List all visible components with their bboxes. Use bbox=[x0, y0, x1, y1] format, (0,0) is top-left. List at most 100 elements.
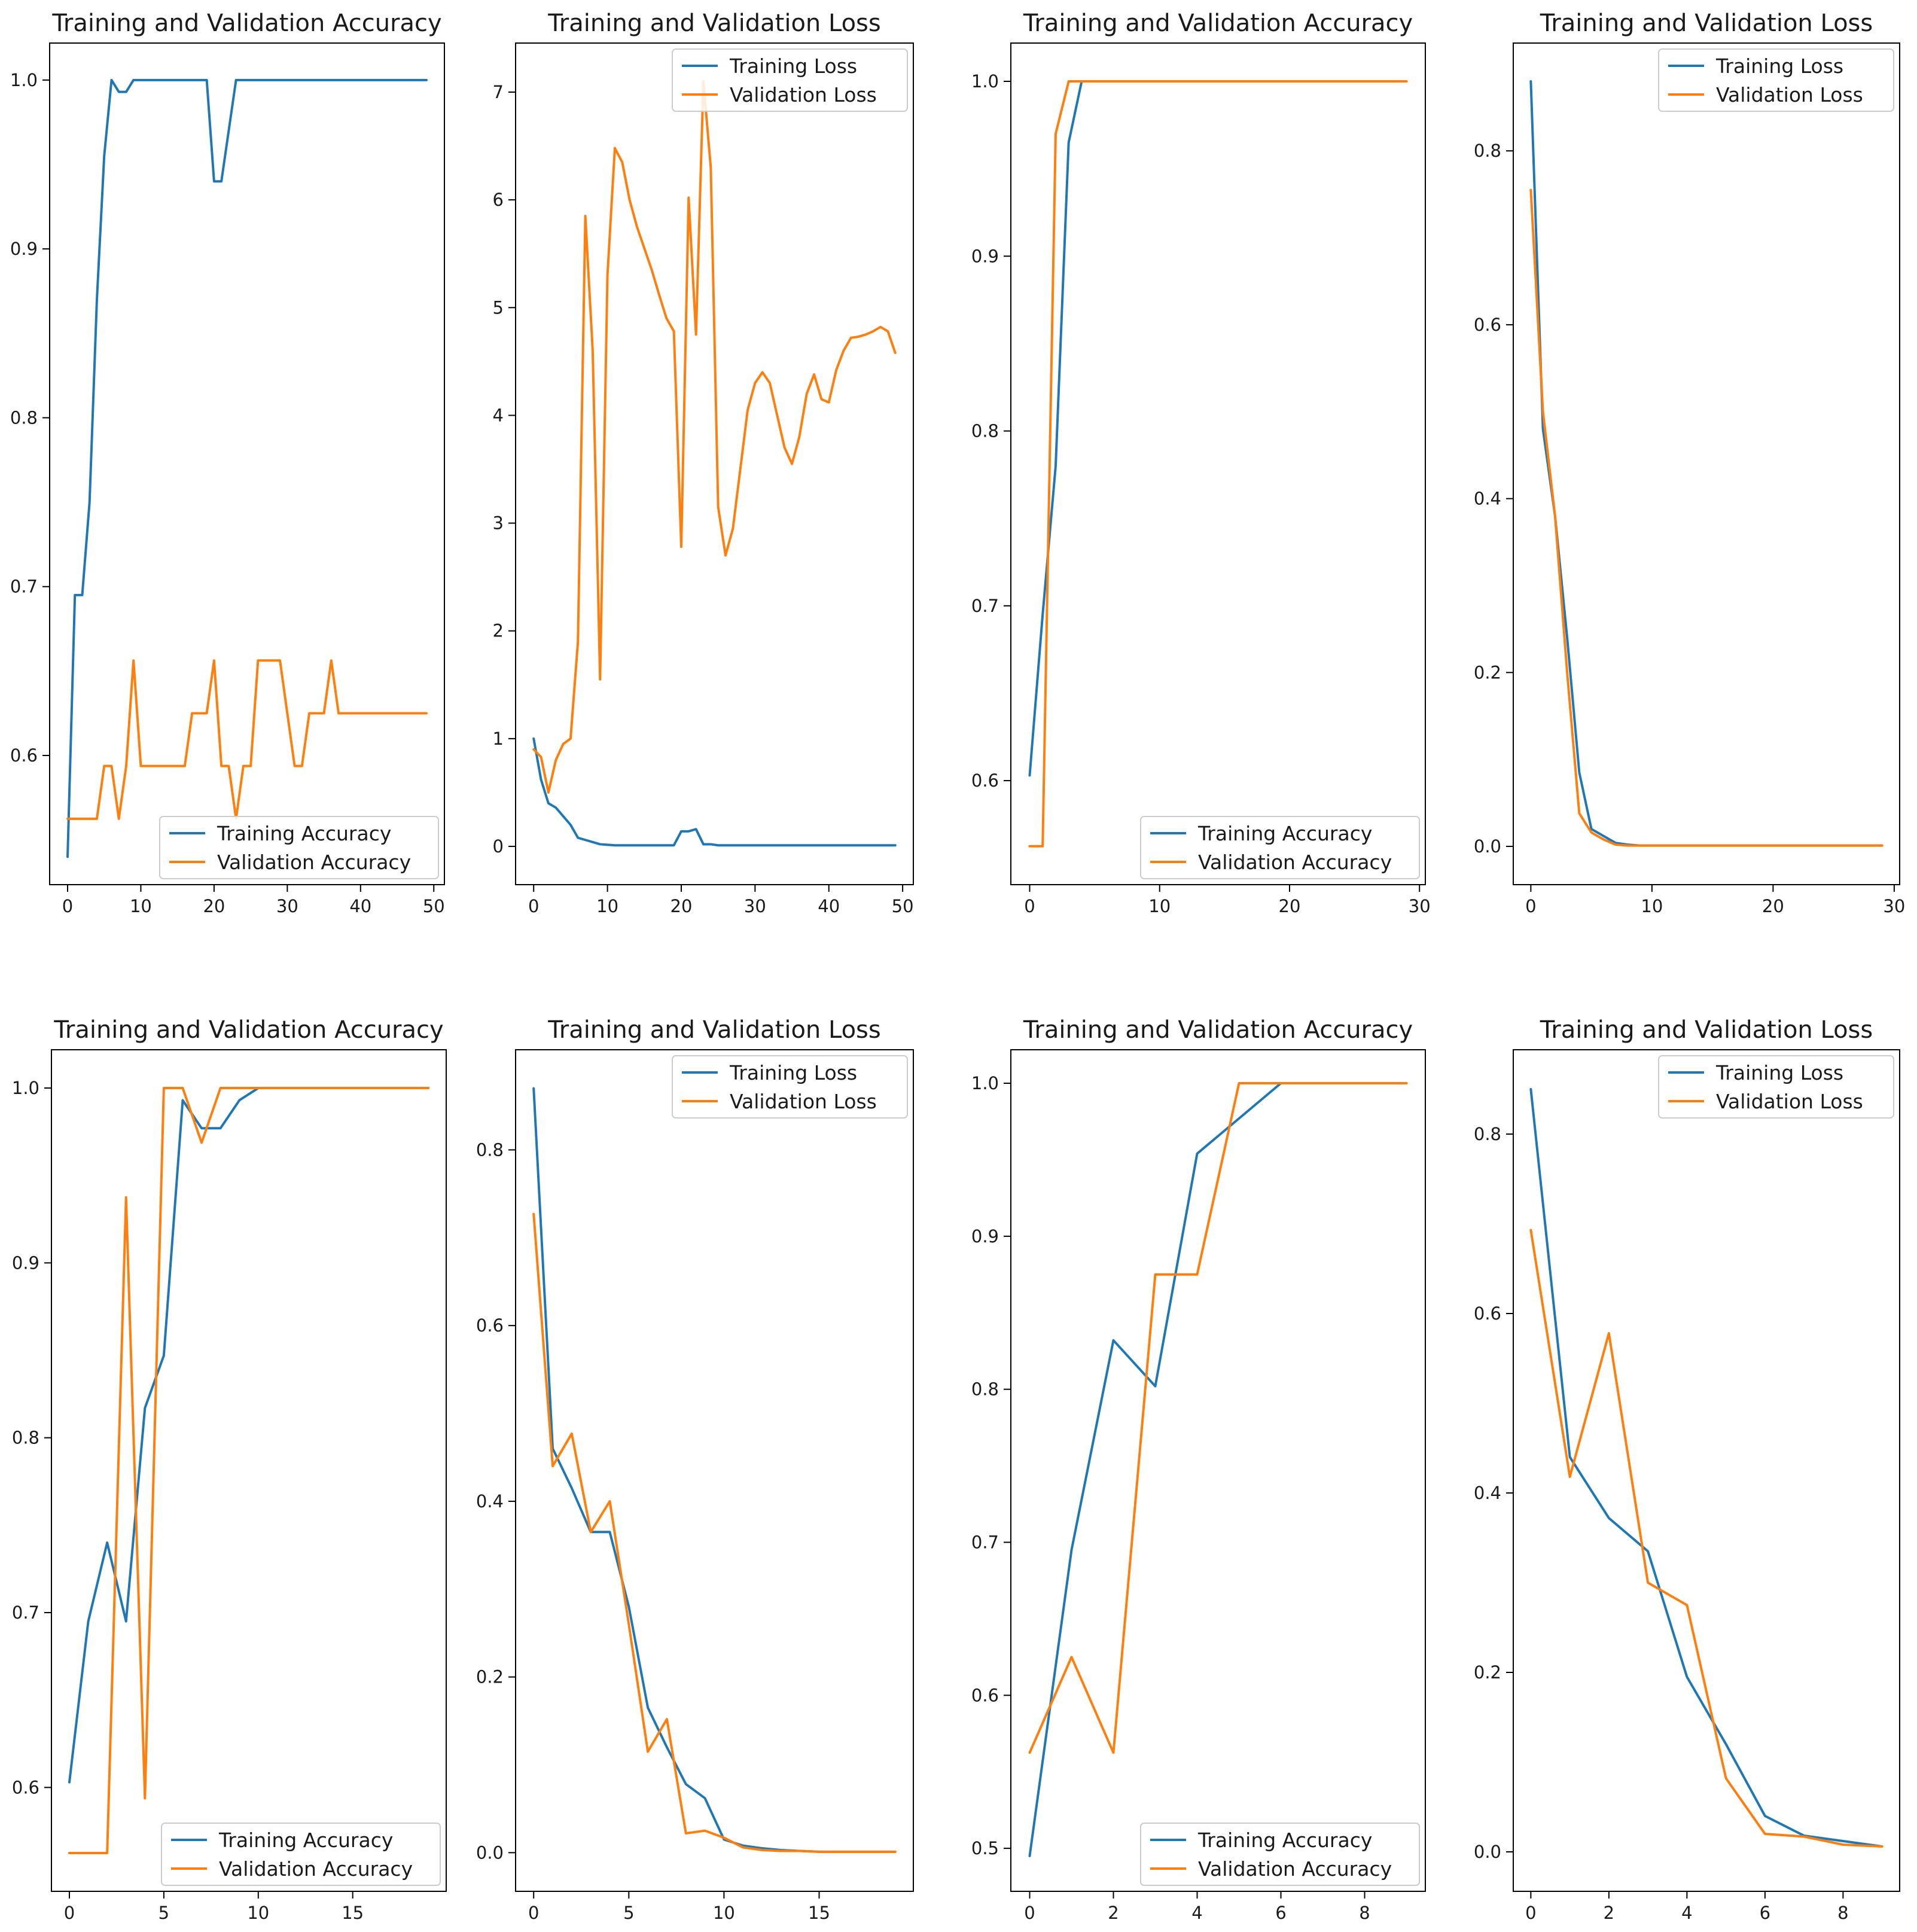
legend-label: Validation Accuracy bbox=[1198, 851, 1392, 874]
y-tick-label: 0.7 bbox=[971, 1532, 999, 1552]
axes-frame bbox=[1513, 1049, 1900, 1892]
series-line-training bbox=[532, 737, 897, 847]
series-line-validation bbox=[1028, 1082, 1408, 1754]
legend: Training Accuracy Validation Accuracy bbox=[1140, 1823, 1420, 1886]
x-tick-label: 0 bbox=[1024, 1903, 1035, 1923]
x-tick-label: 0 bbox=[1024, 896, 1035, 916]
y-tick-label: 0.8 bbox=[10, 407, 38, 428]
y-tick-label: 7 bbox=[493, 82, 504, 102]
x-tick-label: 10 bbox=[1641, 896, 1663, 916]
y-tick-label: 1.0 bbox=[10, 70, 38, 90]
legend: Training Loss Validation Loss bbox=[672, 48, 908, 112]
legend-label: Training Loss bbox=[1715, 54, 1843, 78]
axes-frame bbox=[49, 42, 445, 885]
x-tick-label: 10 bbox=[130, 896, 152, 916]
legend-label: Training Loss bbox=[729, 1061, 857, 1084]
chart-title: Training and Validation Loss bbox=[547, 1016, 880, 1044]
legend: Training Accuracy Validation Accuracy bbox=[159, 816, 439, 879]
legend-box bbox=[1658, 48, 1894, 112]
legend-label: Validation Loss bbox=[730, 83, 877, 106]
series-line-validation bbox=[1028, 80, 1408, 848]
legend-label: Training Accuracy bbox=[1197, 1829, 1372, 1852]
y-tick-label: 5 bbox=[493, 297, 504, 318]
series-line-validation bbox=[1529, 1229, 1884, 1848]
legend-box bbox=[672, 1055, 908, 1119]
chart-3: Training and Validation Accuracy 0 10 20 30 0… bbox=[971, 10, 1431, 916]
legend-box bbox=[1658, 1055, 1894, 1119]
axes-frame bbox=[515, 1049, 914, 1892]
x-tick-label: 30 bbox=[744, 896, 766, 916]
chart-title: Training and Validation Accuracy bbox=[53, 1016, 443, 1044]
series-line-validation bbox=[66, 659, 428, 820]
series-line-validation bbox=[68, 1087, 429, 1854]
y-tick-label: 0.9 bbox=[971, 246, 999, 266]
x-tick-label: 5 bbox=[623, 1903, 634, 1923]
y-tick-label: 0.6 bbox=[1474, 315, 1501, 335]
y-tick-label: 0.4 bbox=[1474, 489, 1501, 509]
y-tick-label: 0.0 bbox=[1474, 836, 1501, 857]
legend: Training Accuracy Validation Accuracy bbox=[161, 1823, 441, 1886]
y-tick-label: 0.8 bbox=[971, 421, 999, 441]
legend-label: Validation Loss bbox=[730, 1090, 877, 1113]
series-line-training bbox=[532, 1087, 897, 1853]
legend-label: Training Loss bbox=[729, 54, 857, 78]
axes-frame bbox=[1010, 1049, 1426, 1892]
y-tick-label: 1 bbox=[493, 729, 504, 749]
x-tick-label: 50 bbox=[892, 896, 914, 916]
x-tick-label: 2 bbox=[1108, 1903, 1118, 1923]
y-tick-label: 0.6 bbox=[476, 1315, 504, 1336]
legend-label: Training Accuracy bbox=[218, 1829, 393, 1852]
chart-5: Training and Validation Accuracy 0 5 10 15 0.… bbox=[12, 1016, 447, 1923]
x-tick-label: 6 bbox=[1760, 1903, 1770, 1923]
axes-frame bbox=[51, 1049, 447, 1892]
x-tick-label: 0 bbox=[528, 896, 539, 916]
x-tick-label: 20 bbox=[1279, 896, 1301, 916]
x-tick-label: 40 bbox=[349, 896, 371, 916]
series-line-training bbox=[1529, 1088, 1884, 1848]
x-tick-label: 15 bbox=[808, 1903, 830, 1923]
legend-box bbox=[159, 816, 439, 879]
x-tick-label: 0 bbox=[528, 1903, 539, 1923]
x-tick-label: 0 bbox=[62, 896, 73, 916]
x-tick-label: 15 bbox=[342, 1903, 364, 1923]
y-tick-label: 0.8 bbox=[12, 1428, 39, 1448]
x-tick-label: 8 bbox=[1359, 1903, 1370, 1923]
legend-label: Validation Accuracy bbox=[217, 851, 411, 874]
y-tick-label: 1.0 bbox=[12, 1078, 39, 1098]
series-line-validation bbox=[1529, 188, 1884, 847]
x-tick-label: 6 bbox=[1275, 1903, 1286, 1923]
x-tick-label: 5 bbox=[159, 1903, 169, 1923]
y-tick-label: 0.9 bbox=[10, 239, 38, 259]
chart-title: Training and Validation Loss bbox=[1540, 1016, 1873, 1044]
x-tick-label: 0 bbox=[64, 1903, 75, 1923]
series-line-training bbox=[1028, 80, 1408, 777]
series-line-validation bbox=[532, 1212, 897, 1853]
x-tick-label: 10 bbox=[247, 1903, 269, 1923]
y-tick-label: 0.2 bbox=[476, 1667, 504, 1687]
chart-2: Training and Validation Loss 0 10 20 30 40 50 0… bbox=[493, 10, 914, 916]
chart-7: Training and Validation Accuracy 0 2 4 6 8 0.5… bbox=[971, 1016, 1426, 1923]
chart-6: Training and Validation Loss 0 5 10 15 0.0 0.2… bbox=[476, 1016, 914, 1923]
x-tick-label: 30 bbox=[1409, 896, 1431, 916]
y-tick-label: 0.2 bbox=[1474, 662, 1501, 682]
legend-label: Training Accuracy bbox=[1197, 822, 1372, 845]
y-tick-label: 0.9 bbox=[971, 1226, 999, 1247]
chart-8: Training and Validation Loss 0 2 4 6 8 0.0 0.2 0… bbox=[1474, 1016, 1900, 1923]
axes-frame bbox=[1513, 42, 1900, 885]
chart-title: Training and Validation Loss bbox=[547, 10, 880, 37]
y-tick-label: 0.9 bbox=[12, 1253, 39, 1273]
series-line-validation bbox=[532, 80, 897, 794]
y-tick-label: 0.0 bbox=[1474, 1842, 1501, 1862]
y-tick-label: 0.8 bbox=[1474, 141, 1501, 161]
y-tick-label: 3 bbox=[493, 513, 504, 534]
y-tick-label: 6 bbox=[493, 190, 504, 210]
chart-title: Training and Validation Loss bbox=[1540, 10, 1873, 37]
x-tick-label: 20 bbox=[1762, 896, 1784, 916]
legend-label: Validation Accuracy bbox=[219, 1857, 413, 1881]
y-tick-label: 1.0 bbox=[971, 1073, 999, 1093]
series-line-training bbox=[1028, 1082, 1408, 1857]
legend-label: Validation Loss bbox=[1716, 1090, 1863, 1113]
y-tick-label: 0.5 bbox=[971, 1838, 999, 1858]
x-tick-label: 0 bbox=[1525, 1903, 1536, 1923]
